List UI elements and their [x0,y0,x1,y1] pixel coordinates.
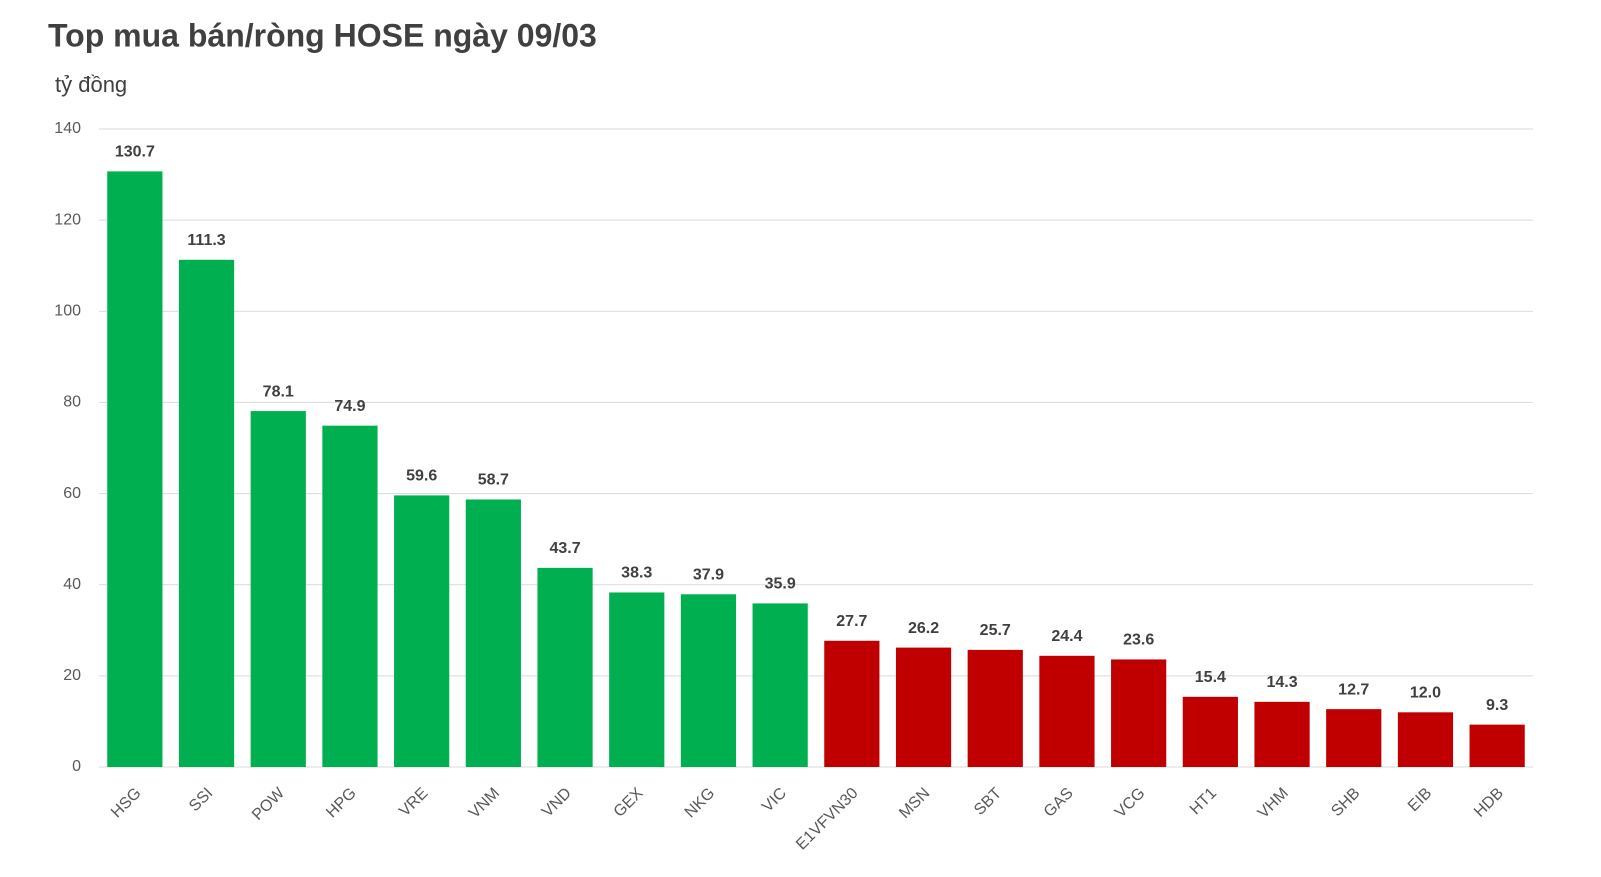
x-tick-label: GAS [1041,785,1077,821]
y-tick-label: 80 [63,394,81,411]
bar [107,171,163,768]
x-tick-label: HT1 [1187,785,1220,818]
x-tick-label: VND [539,785,575,821]
x-tick-label: E1VFVN30 [793,785,862,854]
x-tick-label: SHB [1328,785,1363,820]
bar [178,259,235,767]
x-tick-label: POW [249,784,289,824]
x-tick-label: NKG [682,785,719,822]
bar [537,567,593,767]
x-tick-label: VRE [396,785,431,820]
value-label: 27.7 [836,613,867,630]
x-tick-label: GEX [611,785,647,821]
y-tick-label: 0 [72,758,81,775]
value-label: 111.3 [187,232,225,249]
value-label: 37.9 [693,567,724,584]
x-tick-label: HDB [1471,785,1507,821]
bar [1326,709,1382,767]
x-tick-label: MSN [896,785,933,822]
bar [1254,701,1310,767]
y-tick-label: 40 [63,576,81,593]
y-tick-label: 120 [54,211,81,228]
y-tick-label: 140 [54,120,81,137]
x-tick-label: HPG [323,785,360,822]
value-label: 26.2 [908,620,939,637]
value-label: 24.4 [1051,628,1082,645]
bar [680,594,737,767]
y-tick-label: 60 [63,485,81,502]
value-label: 9.3 [1486,697,1508,714]
value-label: 25.7 [980,622,1011,639]
value-label: 14.3 [1266,674,1297,691]
value-label: 38.3 [621,565,652,582]
bar [967,649,1023,767]
y-axis-label: tỷ đồng [55,72,127,97]
bar [465,499,521,767]
x-tick-label: VHM [1255,785,1292,822]
bar [322,425,378,767]
bar [394,495,450,767]
bar [752,603,808,767]
bar [1039,655,1095,767]
x-tick-label: SBT [971,785,1005,819]
y-tick-label: 100 [54,303,81,320]
bar [250,411,306,767]
bar [895,647,952,767]
bar [1182,696,1238,767]
value-label: 15.4 [1195,669,1226,686]
bar [609,592,665,767]
value-label: 12.0 [1410,685,1441,702]
value-label: 35.9 [765,576,796,593]
value-label: 130.7 [115,144,155,161]
x-tick-label: VNM [466,785,503,822]
value-label: 12.7 [1338,681,1369,698]
x-tick-label: HSG [108,785,145,822]
x-tick-label: SSI [186,785,216,815]
y-tick-label: 20 [63,667,81,684]
bar [1397,712,1454,767]
bar [1111,659,1167,767]
x-tick-label: VIC [759,785,790,816]
bar [824,640,880,767]
x-tick-label: VCG [1112,785,1149,822]
x-tick-label: EIB [1405,785,1435,815]
value-label: 43.7 [549,540,580,557]
value-label: 74.9 [334,398,365,415]
bar [1469,724,1525,767]
value-label: 58.7 [478,472,509,489]
chart-title: Top mua bán/ròng HOSE ngày 09/03 [48,17,597,53]
value-label: 23.6 [1123,632,1154,649]
value-label: 78.1 [263,383,294,400]
value-label: 59.6 [406,468,437,485]
